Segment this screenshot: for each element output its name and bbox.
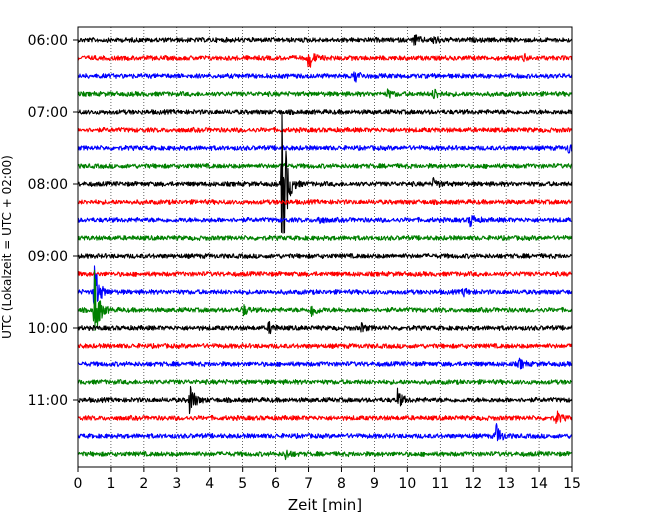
x-tick-label: 8 [337, 476, 346, 492]
y-tick-label: 08:00 [28, 177, 68, 193]
trace-1030 [78, 357, 572, 370]
trace-1015 [78, 343, 572, 350]
vertical-gridlines [110, 27, 540, 467]
y-tick-label: 09:00 [28, 249, 68, 265]
trace-0815 [78, 198, 572, 206]
trace-1145 [78, 449, 572, 461]
x-tick-label: 6 [271, 476, 280, 492]
trace-0845 [78, 235, 572, 242]
trace-1115 [78, 410, 572, 424]
trace-0800 [78, 110, 572, 234]
y-tick-label: 11:00 [28, 393, 68, 409]
trace-0715 [78, 126, 572, 134]
x-tick-label: 1 [106, 476, 115, 492]
trace-0945 [78, 269, 572, 332]
trace-1045 [78, 379, 572, 386]
trace-1000 [78, 320, 572, 335]
y-tick-label: 10:00 [28, 321, 68, 337]
x-tick-label: 11 [431, 476, 449, 492]
x-tick-label: 10 [398, 476, 416, 492]
trace-1130 [78, 423, 572, 442]
x-tick-label: 2 [139, 476, 148, 492]
seismogram-traces [78, 34, 572, 461]
plot-frame [77, 26, 573, 468]
x-axis-ticks: 0 1 2 3 4 5 6 7 8 9 10 11 12 13 14 15 [74, 467, 581, 492]
trace-0915 [78, 270, 572, 278]
x-tick-label: 12 [464, 476, 482, 492]
trace-0730 [78, 144, 572, 154]
trace-0630 [78, 71, 572, 83]
trace-1100 [78, 386, 572, 415]
x-tick-label: 14 [530, 476, 548, 492]
y-axis-ticks: 06:00 07:00 08:00 09:00 10:00 11:00 [28, 33, 78, 409]
trace-0645 [78, 88, 572, 100]
x-tick-label: 4 [205, 476, 214, 492]
x-tick-label: 3 [172, 476, 181, 492]
trace-0700 [78, 108, 572, 116]
x-tick-label: 7 [304, 476, 313, 492]
trace-0830 [78, 214, 572, 228]
trace-0600 [78, 34, 572, 46]
trace-0745 [78, 163, 572, 170]
x-tick-label: 15 [563, 476, 581, 492]
y-tick-label: 07:00 [28, 105, 68, 121]
trace-0930 [78, 265, 572, 305]
y-tick-label: 06:00 [28, 33, 68, 49]
x-axis-label: Zeit [min] [288, 496, 362, 514]
x-tick-label: 9 [370, 476, 379, 492]
x-tick-label: 0 [74, 476, 83, 492]
trace-0900 [78, 253, 572, 260]
x-tick-label: 13 [497, 476, 515, 492]
x-tick-label: 5 [238, 476, 247, 492]
y-axis-label: UTC (Lokalzeit = UTC + 02:00) [0, 155, 14, 339]
trace-0615 [78, 52, 572, 68]
